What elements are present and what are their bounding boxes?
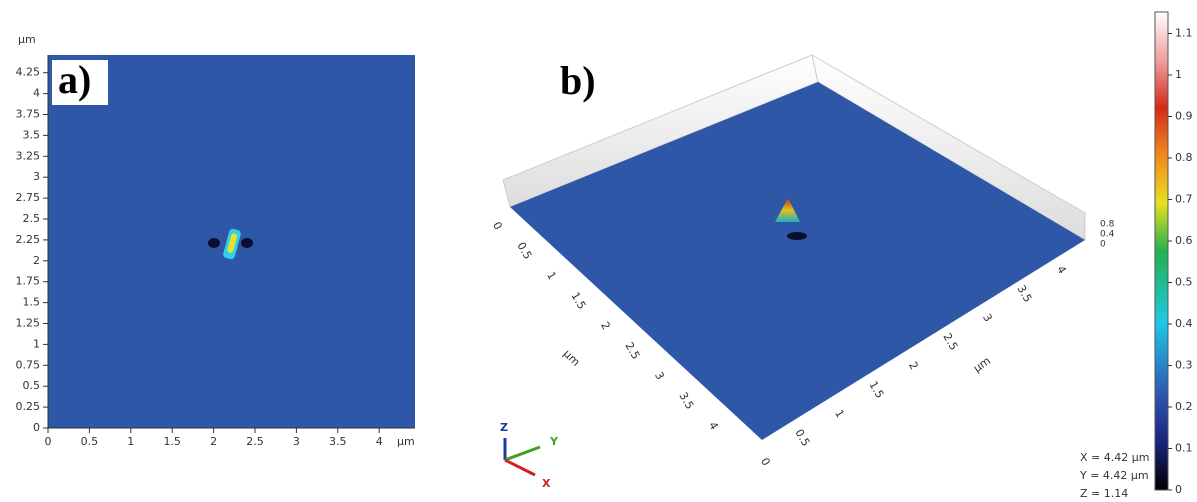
surface	[510, 82, 1085, 440]
x-tick-label: 1	[127, 435, 134, 448]
tick-label: 2	[906, 359, 921, 372]
colorbar-tick-label: 1	[1175, 68, 1182, 81]
triad-axis	[505, 460, 535, 475]
y-tick-label: 0.75	[16, 358, 41, 371]
tick-label: 1.5	[866, 379, 886, 401]
tick-label: 3	[652, 369, 667, 382]
axis-unit: µm	[971, 354, 993, 375]
tick-label: 1	[832, 407, 847, 420]
x-tick-label: 2.5	[246, 435, 264, 448]
x-tick-label: 0.5	[81, 435, 99, 448]
tick-label: 4	[1054, 263, 1069, 276]
tick-label: 4	[706, 419, 721, 432]
z-tick-label: 0	[1100, 240, 1106, 250]
y-tick-label: 1.25	[16, 317, 41, 330]
colorbar-tick-label: 0.3	[1175, 359, 1193, 372]
colorbar	[1155, 12, 1168, 490]
feature	[208, 238, 220, 248]
triad-label: Z	[500, 421, 508, 434]
x-tick-label: 1.5	[163, 435, 181, 448]
tick-label: 3.5	[1014, 283, 1034, 305]
y-tick-label: 4.25	[16, 66, 41, 79]
y-tick-label: 0.25	[16, 400, 41, 413]
tick-label: 2.5	[940, 331, 960, 353]
y-tick-label: 0	[33, 421, 40, 434]
y-tick-label: 2	[33, 254, 40, 267]
figure: a) µm µm 0 0.25 0.5 0.75 1 1.25 1.5 1.75 2 2.25 2.…	[0, 0, 1197, 502]
x-tick-label: 4	[376, 435, 383, 448]
colorbar-tick-label: 1.1	[1175, 27, 1193, 40]
y-tick-label: 2.5	[23, 212, 41, 225]
readout: Z = 1.14	[1080, 487, 1128, 500]
z-tick-label: 0.8	[1100, 220, 1115, 230]
readout: Y = 4.42 µm	[1079, 469, 1149, 482]
feature	[787, 232, 807, 240]
colorbar-tick-label: 0.8	[1175, 151, 1193, 164]
y-tick-label: 0.5	[23, 379, 41, 392]
triad-axis	[505, 447, 540, 460]
tick-label: 1.5	[568, 290, 588, 312]
z-tick-label: 0.4	[1100, 230, 1115, 240]
y-tick-label: 2.25	[16, 233, 41, 246]
tick-label: 0.5	[792, 427, 812, 449]
x-tick-label: 0	[45, 435, 52, 448]
colorbar-tick-label: 0.1	[1175, 442, 1193, 455]
triad-label: Y	[549, 435, 559, 448]
x-tick-label: 3	[293, 435, 300, 448]
feature	[241, 238, 253, 248]
y-tick-label: 1.5	[23, 296, 41, 309]
tick-label: 2	[598, 319, 613, 332]
x-tick-label: 3.5	[329, 435, 347, 448]
y-tick-label: 3.25	[16, 149, 41, 162]
tick-label: 0	[490, 219, 505, 232]
y-tick-label: 1.75	[16, 275, 41, 288]
tick-label: 1	[544, 269, 559, 282]
tick-label: 3	[980, 311, 995, 324]
tick-label: 0.5	[514, 240, 534, 262]
y-tick-label: 2.75	[16, 191, 41, 204]
panel-label: b)	[560, 58, 596, 103]
x-unit: µm	[397, 435, 415, 448]
colorbar-tick-label: 0.9	[1175, 110, 1193, 123]
y-tick-label: 3.5	[23, 128, 41, 141]
x-tick-label: 2	[210, 435, 217, 448]
colorbar-tick-label: 0	[1175, 483, 1182, 496]
y-tick-label: 1	[33, 337, 40, 350]
tick-label: 2.5	[622, 340, 642, 362]
y-tick-label: 3	[33, 170, 40, 183]
y-tick-label: 3.75	[16, 108, 41, 121]
colorbar-tick-label: 0.7	[1175, 193, 1193, 206]
y-unit: µm	[18, 33, 36, 46]
colorbar-tick-label: 0.5	[1175, 276, 1193, 289]
triad-label: X	[542, 477, 551, 490]
tick-label: 3.5	[676, 390, 696, 412]
colorbar-tick-label: 0.6	[1175, 234, 1193, 247]
tick-label: 0	[758, 455, 773, 468]
panel-label: a)	[58, 57, 91, 102]
colorbar-tick-label: 0.2	[1175, 400, 1193, 413]
y-tick-label: 4	[33, 87, 40, 100]
colorbar-tick-label: 0.4	[1175, 317, 1193, 330]
axis-unit: µm	[561, 347, 583, 369]
readout: X = 4.42 µm	[1080, 451, 1149, 464]
